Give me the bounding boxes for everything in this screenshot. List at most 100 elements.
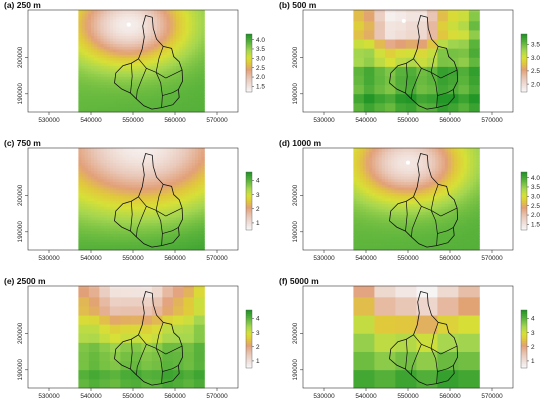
- raster-cell: [366, 165, 370, 169]
- raster-cell: [150, 206, 155, 210]
- raster-cell: [122, 38, 127, 42]
- raster-cell: [400, 206, 405, 210]
- raster-cell: [147, 230, 152, 235]
- raster-cell: [103, 95, 108, 99]
- raster-cell: [366, 173, 370, 177]
- legend-tick-label: 3.0: [531, 55, 540, 62]
- raster-cell: [147, 198, 152, 202]
- raster-cell: [388, 170, 392, 174]
- raster-cell: [378, 203, 383, 207]
- raster-cell: [388, 203, 392, 207]
- raster-cell: [135, 170, 139, 174]
- raster-cell: [125, 225, 130, 229]
- raster-cell: [125, 222, 130, 226]
- raster-cell: [438, 168, 442, 172]
- raster-cell: [201, 217, 205, 221]
- raster-cell: [166, 71, 171, 75]
- raster-cell: [179, 57, 183, 61]
- raster-cell: [460, 148, 465, 150]
- raster-cell: [384, 84, 396, 95]
- raster-cell: [466, 200, 471, 204]
- raster-cell: [381, 219, 386, 224]
- raster-cell: [103, 228, 108, 232]
- raster-cell: [128, 217, 133, 221]
- raster-cell: [125, 165, 130, 169]
- raster-cell: [141, 87, 145, 91]
- raster-cell: [150, 239, 155, 243]
- raster-cell: [201, 109, 205, 113]
- raster-cell: [131, 27, 136, 31]
- raster-cell: [374, 57, 386, 67]
- raster-cell: [141, 198, 145, 202]
- raster-cell: [375, 222, 379, 226]
- raster-cell: [166, 35, 171, 39]
- raster-cell: [378, 162, 383, 166]
- raster-cell: [172, 181, 177, 185]
- raster-cell: [103, 154, 108, 158]
- raster-cell: [150, 106, 155, 110]
- raster-cell: [359, 211, 364, 215]
- raster-cell: [191, 54, 196, 58]
- raster-cell: [454, 181, 458, 185]
- raster-cell: [460, 159, 465, 163]
- raster-cell: [416, 233, 420, 237]
- raster-cell: [394, 151, 398, 155]
- raster-cell: [87, 148, 92, 150]
- raster-cell: [144, 211, 149, 215]
- raster-cell: [166, 187, 171, 191]
- raster-cell: [147, 176, 152, 180]
- raster-cell: [103, 214, 108, 218]
- raster-cell: [141, 157, 145, 161]
- raster-cell: [179, 148, 183, 153]
- raster-cell: [406, 157, 411, 161]
- raster-cell: [163, 101, 167, 105]
- raster-cell: [78, 296, 90, 307]
- raster-cell: [144, 192, 149, 196]
- y-tick-label: 190000: [17, 83, 24, 105]
- raster-cell: [131, 76, 136, 80]
- raster-cell: [128, 95, 133, 99]
- raster-cell: [359, 209, 364, 213]
- raster-cell: [166, 233, 171, 237]
- raster-cell: [163, 40, 167, 45]
- raster-cell: [394, 219, 398, 224]
- raster-cell: [362, 247, 367, 251]
- raster-cell: [179, 198, 183, 202]
- raster-cell: [406, 209, 411, 213]
- raster-cell: [466, 198, 471, 202]
- raster-cell: [131, 219, 136, 224]
- raster-cell: [109, 184, 114, 188]
- raster-cell: [166, 10, 171, 12]
- raster-cell: [113, 200, 117, 204]
- legend-swatch: [246, 212, 252, 215]
- raster-cell: [78, 236, 82, 240]
- raster-cell: [179, 217, 183, 221]
- raster-cell: [466, 206, 471, 210]
- x-tick-label: 570000: [481, 117, 503, 124]
- raster-cell: [182, 225, 186, 229]
- raster-cell: [157, 16, 161, 20]
- raster-cell: [103, 73, 108, 77]
- raster-cell: [103, 65, 108, 69]
- raster-cell: [413, 211, 417, 215]
- raster-cell: [163, 65, 167, 69]
- raster-cell: [160, 151, 164, 155]
- raster-cell: [154, 222, 158, 226]
- raster-cell: [141, 203, 145, 207]
- raster-cell: [366, 168, 370, 172]
- raster-cell: [400, 225, 405, 229]
- raster-cell: [422, 241, 427, 245]
- raster-cell: [150, 170, 155, 174]
- raster-cell: [388, 230, 392, 235]
- raster-cell: [94, 181, 98, 185]
- raster-cell: [131, 32, 136, 36]
- raster-cell: [194, 81, 199, 86]
- raster-cell: [154, 51, 158, 56]
- legend-swatch: [246, 84, 252, 87]
- raster-cell: [138, 157, 142, 161]
- raster-cell: [201, 21, 205, 25]
- raster-cell: [169, 230, 174, 235]
- raster-cell: [103, 106, 108, 110]
- legend-swatch: [521, 226, 527, 229]
- raster-cell: [410, 200, 414, 204]
